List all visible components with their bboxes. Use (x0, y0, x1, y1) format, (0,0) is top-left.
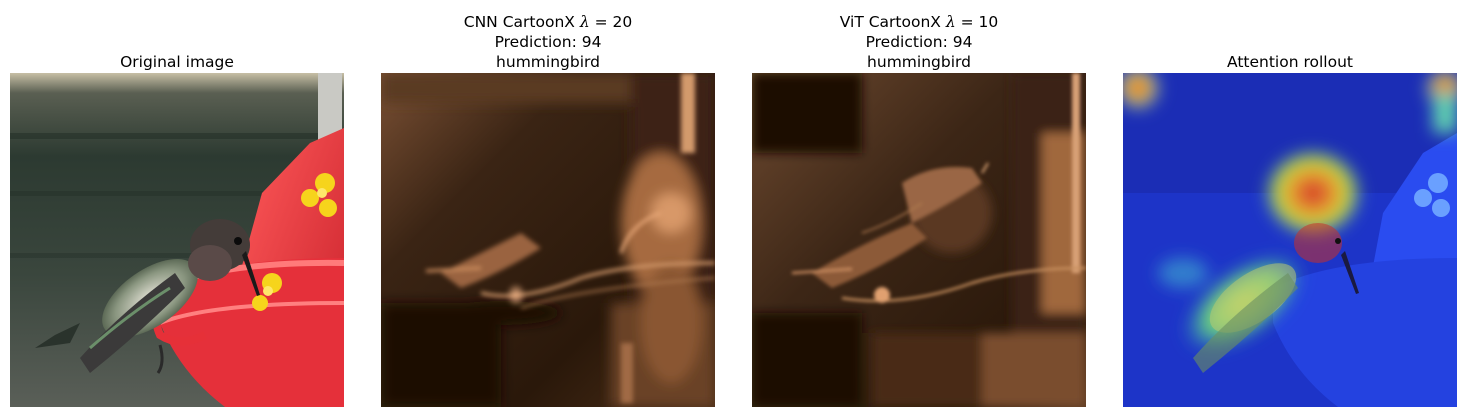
class-label: hummingbird (496, 53, 600, 71)
vit-cartoonx-heatmap (752, 73, 1086, 407)
panel-title: CNN CartoonX λ = 20 Prediction: 94 hummi… (341, 12, 755, 72)
panel-title: Attention rollout (1083, 52, 1467, 72)
original-hummingbird-image (10, 73, 344, 407)
lambda-value: = 10 (955, 13, 999, 31)
panel-cnn-cartoonx: CNN CartoonX λ = 20 Prediction: 94 hummi… (381, 0, 715, 417)
method-label: CNN CartoonX (463, 13, 580, 31)
panel-vit-cartoonx: ViT CartoonX λ = 10 Prediction: 94 hummi… (752, 0, 1086, 417)
title-line: Attention rollout (1227, 53, 1353, 71)
lambda-value: = 20 (589, 13, 633, 31)
cnn-cartoonx-heatmap (381, 73, 715, 407)
panel-attention-rollout: Attention rollout (1123, 0, 1457, 417)
attention-rollout-overlay-image (1123, 73, 1457, 407)
method-label: ViT CartoonX (839, 13, 946, 31)
hummingbird-photo (10, 73, 344, 407)
panel-original-image: Original image (10, 0, 344, 417)
cnn-cartoonx-explanation-image (381, 73, 715, 407)
vit-cartoonx-explanation-image (752, 73, 1086, 407)
panel-title: Original image (0, 52, 384, 72)
lambda-symbol: λ (945, 13, 956, 31)
title-line-method: ViT CartoonX λ = 10 (712, 12, 1126, 32)
attention-rollout-heatmap (1123, 73, 1457, 407)
title-line: Original image (120, 53, 234, 71)
lambda-symbol: λ (579, 13, 590, 31)
title-line-method: CNN CartoonX λ = 20 (341, 12, 755, 32)
class-label: hummingbird (867, 53, 971, 71)
panel-title: ViT CartoonX λ = 10 Prediction: 94 hummi… (712, 12, 1126, 72)
prediction-label: Prediction: 94 (865, 33, 973, 51)
prediction-label: Prediction: 94 (494, 33, 602, 51)
